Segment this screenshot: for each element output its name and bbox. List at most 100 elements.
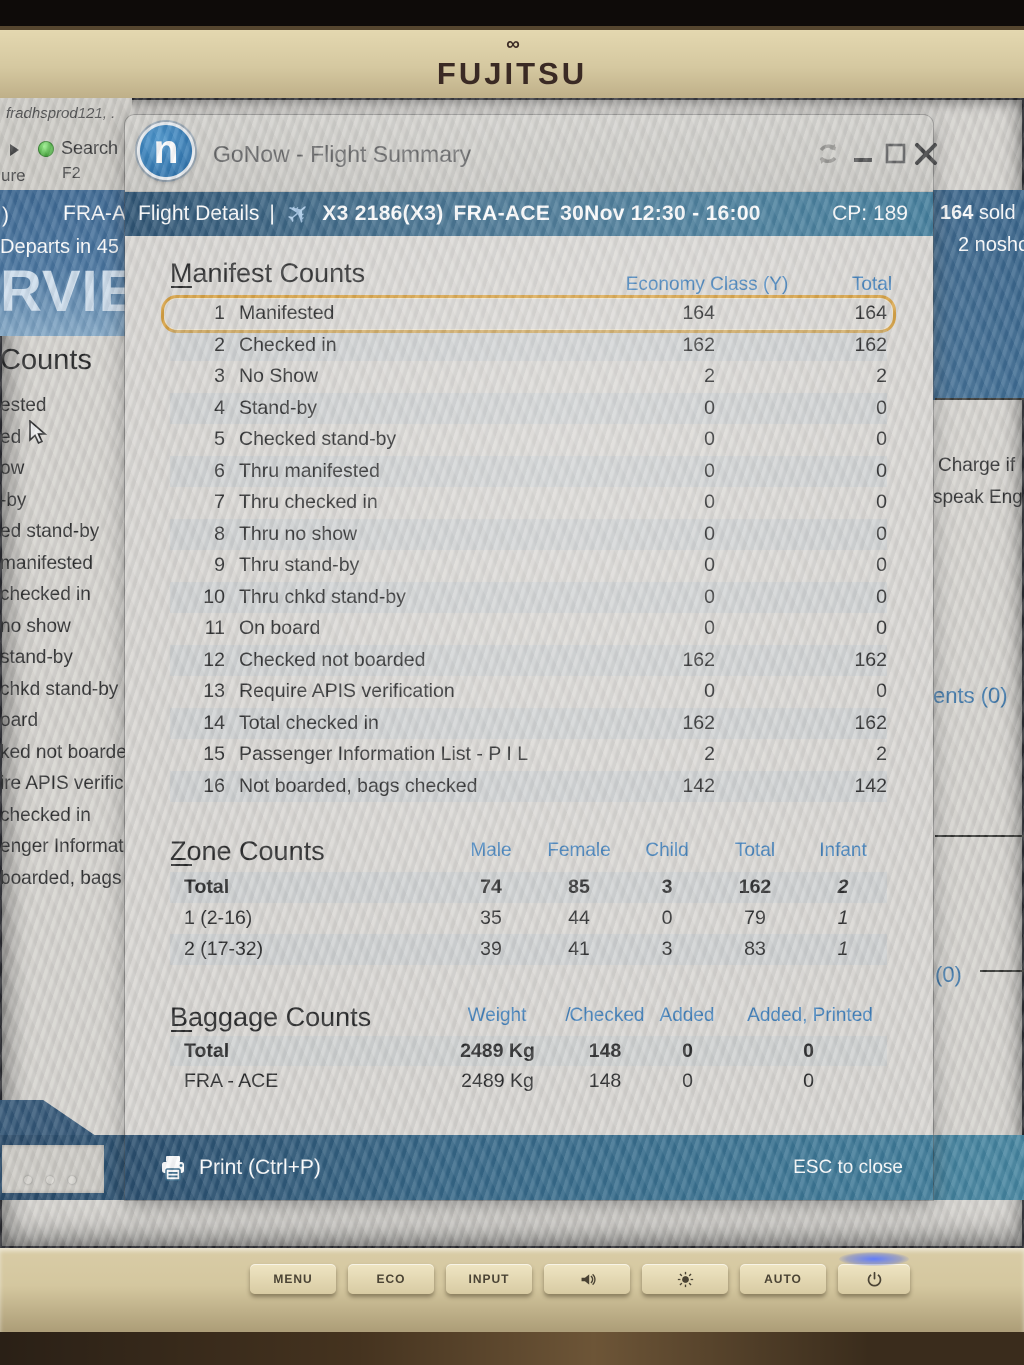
row-number: 14 [203,711,225,734]
row-economy-value: 0 [704,554,715,576]
play-arrow-icon[interactable] [10,144,19,156]
manifest-row[interactable]: 11 On board 0 0 [170,613,887,645]
row-label: Checked not boarded [239,648,426,671]
list-item[interactable]: -by [0,489,27,511]
zone-female-value: 44 [568,907,590,929]
manifest-row[interactable]: 4 Stand-by 0 0 [170,392,887,424]
manifest-row[interactable]: 16 Not boarded, bags checked 142 142 [170,770,887,802]
zone-female-value: 85 [568,876,590,898]
list-item[interactable]: oard [0,710,39,731]
row-total-value: 162 [854,333,887,356]
baggage-row: Total 2489 Kg 148 0 0 [170,1036,887,1066]
list-item[interactable]: ow [0,458,25,479]
zone-column-header: Infant [819,840,867,861]
zone-column-header: Female [547,840,611,861]
eco-button[interactable]: ECO [348,1264,434,1294]
list-item[interactable]: ested [0,395,47,416]
infinity-icon: ∞ [506,34,520,55]
menu-button[interactable]: MENU [250,1264,336,1294]
list-item[interactable]: checked in [0,804,91,826]
row-economy-value: 2 [704,365,715,387]
baggage-weight-value: 2489 Kg [461,1070,534,1092]
manifest-row[interactable]: 3 No Show 2 2 [170,361,887,393]
row-number: 9 [214,554,225,576]
left-toolbar: fradhsprod121, . Search ure F2 [0,98,132,190]
list-item[interactable]: ire APIS verific [0,773,124,794]
list-item[interactable]: enger Informat [0,836,124,857]
plane-icon: ✈ [279,194,318,234]
manifest-row[interactable]: 9 Thru stand-by 0 0 [170,550,887,582]
screen: fradhsprod121, . Search ure F2 ) FRA-A D… [0,98,1024,1248]
menu-dots-button[interactable] [2,1145,104,1193]
manifest-row[interactable]: 8 Thru no show 0 0 [170,518,887,550]
refresh-button[interactable] [813,139,843,169]
charge-text: Charge if [938,455,1016,476]
baggage-added-printed-value: 0 [803,1070,814,1092]
dialog-titlebar[interactable]: n GoNow - Flight Summary [125,115,937,192]
search-button[interactable]: Search [61,138,119,158]
baggage-rows: Total 2489 Kg 148 0 0 FRA - ACE 2489 Kg … [170,1036,887,1096]
sold-number: 164 [940,202,974,224]
list-item[interactable]: checked in [0,584,91,605]
manifest-row[interactable]: 5 Checked stand-by 0 0 [170,424,887,456]
manifest-row[interactable]: 13 Require APIS verification 0 0 [170,676,887,708]
manifest-row[interactable]: 7 Thru checked in 0 0 [170,487,887,519]
departs-text: Departs in 45 [0,236,119,258]
manifest-row[interactable]: 2 Checked in 162 162 [170,329,887,361]
session-text: fradhsprod121, . [6,105,116,122]
list-item[interactable]: ed [0,426,22,448]
maximize-button[interactable] [881,139,911,169]
auto-button[interactable]: AUTO [740,1264,826,1294]
manifest-row[interactable]: 6 Thru manifested 0 0 [170,455,887,487]
print-button[interactable]: Print (Ctrl+P) [159,1155,321,1181]
power-button[interactable] [838,1252,910,1294]
row-total-value: 0 [876,522,887,545]
zone-child-value: 3 [661,938,673,960]
list-item[interactable]: chkd stand-by [0,678,119,700]
refresh-icon [819,144,837,164]
list-item[interactable]: manifested [0,552,93,574]
row-economy-value: 162 [682,711,715,734]
row-label: Thru stand-by [239,554,360,576]
manifest-row[interactable]: 10 Thru chkd stand-by 0 0 [170,581,887,613]
zone-row: 1 (2-16) 35 44 0 79 1 [170,903,887,934]
list-item[interactable]: ked not boarde [0,741,127,763]
left-flight-header: ) FRA-A Departs in 45 RVIE [0,190,137,336]
row-label: Manifested [239,302,335,324]
background-window-right: 164 sold 2 nosho Charge if speak Eng ent… [933,98,1024,1248]
row-total-value: 162 [854,648,887,671]
list-item[interactable]: no show [0,615,71,637]
gonow-logo: n [137,122,195,180]
manifest-row[interactable]: 12 Checked not boarded 162 162 [170,644,887,676]
brightness-button[interactable] [642,1264,728,1294]
zone-counts-section: Zone Counts Male Female Child Total [170,836,887,965]
row-number: 16 [203,774,225,797]
baggage-added-value: 0 [682,1070,693,1092]
manifest-row[interactable]: 1 Manifested 164 164 [161,295,896,332]
zero-count-link[interactable]: (0) [935,962,962,987]
monitor-top-bezel: ∞ FUJITSU [0,26,1024,98]
row-label: On board [239,617,321,639]
baggage-added-printed-value: 0 [803,1040,814,1062]
economy-column-header: Economy Class (Y) [625,274,789,295]
baggage-row-label: Total [184,1040,230,1062]
list-item[interactable]: ed stand-by [0,521,100,542]
comments-link[interactable]: ents (0) [933,683,1008,708]
row-economy-value: 0 [704,585,715,608]
row-number: 4 [214,396,225,419]
list-item[interactable]: stand-by [0,647,73,668]
row-total-value: 142 [854,774,887,797]
row-economy-value: 2 [704,743,715,765]
row-label: Not boarded, bags checked [239,774,478,797]
list-item[interactable]: boarded, bags c [0,867,137,889]
input-button[interactable]: INPUT [446,1264,532,1294]
manifest-row[interactable]: 14 Total checked in 162 162 [170,707,887,739]
printer-icon [162,1155,184,1181]
sold-label: sold [973,202,1016,224]
manifest-row[interactable]: 15 Passenger Information List - P I L 2 … [170,739,887,771]
flight-number: X3 2186(X3) [322,202,444,225]
close-button[interactable] [911,139,941,169]
minimize-button[interactable] [849,145,879,175]
volume-button[interactable] [544,1264,630,1294]
row-economy-value: 142 [682,774,715,797]
